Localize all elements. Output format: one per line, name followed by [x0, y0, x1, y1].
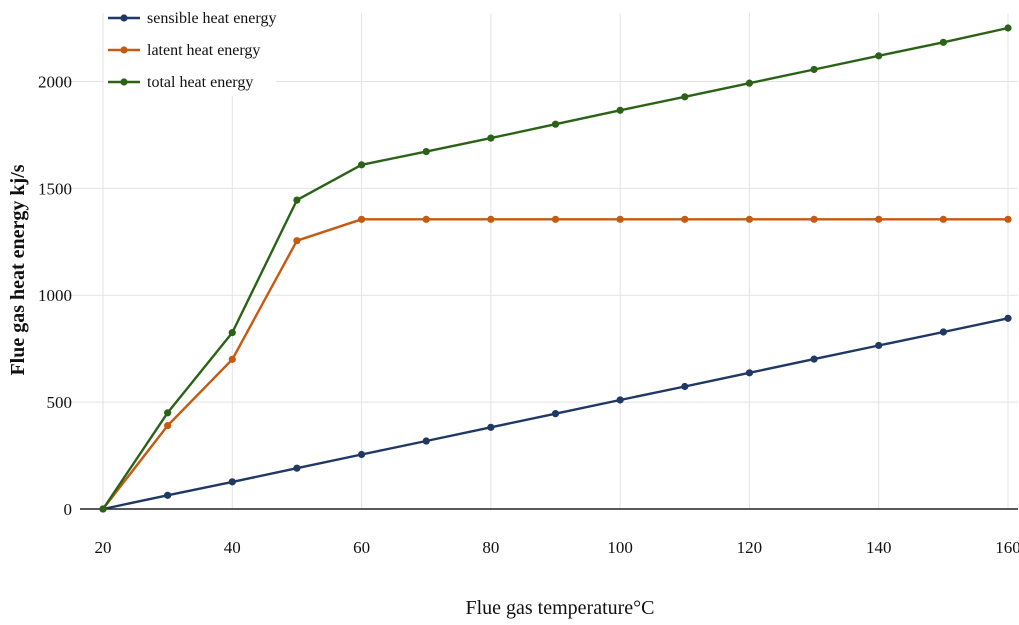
data-point [551, 215, 560, 223]
tick-labels: 20 40 60 80 100 120 140 160 0 500 1000 1500 2000 [38, 72, 1019, 557]
y-axis-title: Flue gas heat energy kj/s [7, 164, 29, 375]
data-point [487, 215, 495, 223]
y-tick-label: 500 [47, 393, 73, 412]
data-point [939, 215, 947, 223]
legend-label: latent heat energy [147, 42, 260, 59]
data-point [681, 382, 689, 391]
data-point [422, 437, 430, 445]
data-point [487, 134, 495, 142]
data-point [681, 93, 689, 101]
y-tick-label: 1000 [38, 286, 72, 305]
x-tick-label: 140 [866, 538, 892, 557]
data-point [1004, 24, 1012, 32]
data-point [422, 147, 430, 156]
data-point [939, 38, 947, 46]
y-tick-label: 0 [64, 500, 73, 519]
data-point [1004, 215, 1012, 223]
data-point [810, 355, 818, 363]
data-point [228, 478, 236, 486]
legend-item: sensible heat energy [108, 10, 276, 27]
x-tick-label: 100 [607, 538, 633, 557]
data-point [357, 215, 366, 223]
data-point [164, 422, 172, 430]
data-point [616, 215, 624, 223]
data-point [875, 341, 883, 350]
data-point [1004, 314, 1012, 322]
legend-item: total heat energy [108, 74, 253, 91]
data-point [681, 215, 689, 223]
data-point [616, 106, 624, 114]
series-line [102, 26, 1009, 510]
data-point [487, 423, 495, 431]
x-tick-label: 60 [353, 538, 370, 557]
data-point [939, 328, 947, 336]
y-tick-label: 1500 [38, 179, 72, 198]
data-point [164, 409, 172, 417]
data-point [745, 215, 754, 223]
data-point [875, 52, 883, 60]
data-point [228, 355, 236, 363]
data-point [164, 491, 172, 499]
data-point [551, 120, 560, 128]
data-point [810, 215, 818, 223]
data-point [293, 464, 301, 472]
legend-label: sensible heat energy [147, 10, 276, 27]
data-point [745, 369, 754, 377]
x-tick-label: 160 [995, 538, 1019, 557]
series-2 [99, 24, 1012, 513]
data-point [357, 161, 366, 169]
data-point [293, 237, 301, 245]
data-point [745, 79, 754, 87]
legend-swatch-marker [120, 14, 128, 22]
legend-label: total heat energy [147, 74, 253, 91]
x-tick-label: 120 [737, 538, 763, 557]
series-0 [99, 314, 1012, 513]
legend-swatch-marker [120, 78, 128, 86]
series-1 [99, 215, 1012, 513]
x-tick-label: 80 [482, 538, 499, 557]
data-point [357, 450, 366, 459]
data-point [810, 65, 818, 74]
data-point [422, 215, 430, 223]
data-point [228, 329, 236, 337]
legend-item: latent heat energy [108, 42, 260, 59]
legend-swatch-marker [120, 46, 128, 54]
x-axis-title: Flue gas temperature°C [465, 597, 654, 619]
data-point [99, 505, 107, 513]
data-point [551, 410, 560, 418]
data-point [293, 196, 301, 204]
y-tick-label: 2000 [38, 72, 72, 91]
series-layer [99, 24, 1012, 513]
x-tick-label: 40 [224, 538, 241, 557]
data-point [616, 396, 624, 404]
x-tick-label: 20 [95, 538, 112, 557]
series-line [102, 218, 1008, 510]
data-point [875, 215, 883, 223]
legend: sensible heat energy latent heat energy to… [104, 4, 276, 96]
